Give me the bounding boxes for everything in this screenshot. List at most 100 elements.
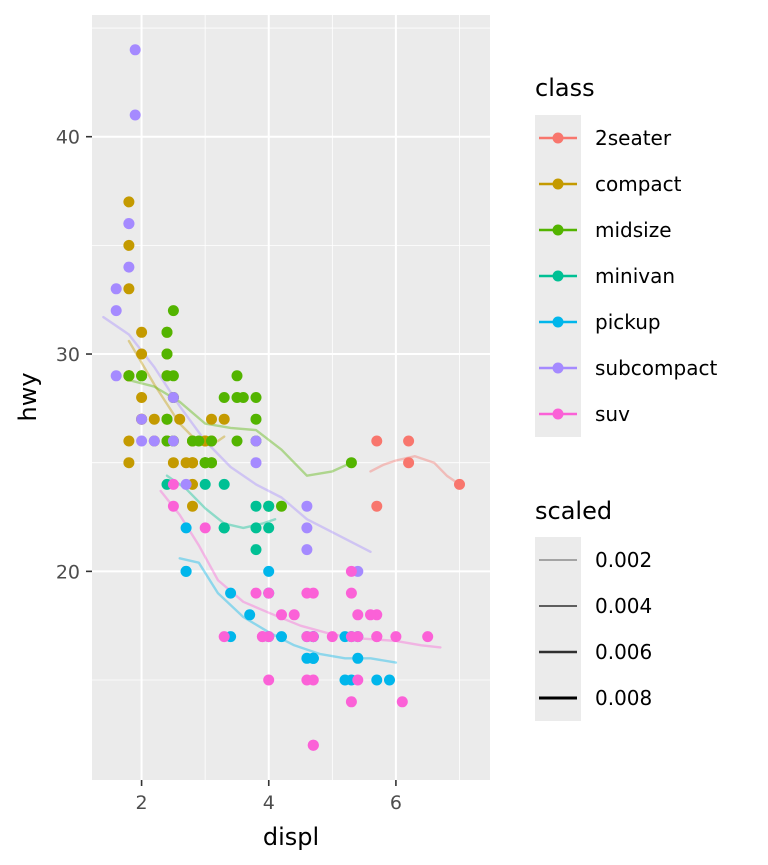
data-points (110, 44, 465, 751)
legend-label-pickup: pickup (595, 310, 661, 334)
point-midsize (193, 435, 205, 447)
point-2seater (371, 500, 383, 512)
legend-linewidth-keys: 0.002 0.004 0.006 0.008 (535, 537, 652, 721)
legend-title-class: class (535, 74, 595, 102)
legend-size-label: 0.004 (595, 594, 652, 618)
point-compact (123, 283, 135, 295)
point-pickup (352, 652, 364, 664)
x-tick-label: 2 (136, 792, 148, 814)
point-compact (218, 413, 230, 425)
point-midsize (136, 370, 148, 382)
point-minivan (199, 478, 211, 490)
point-midsize (161, 326, 173, 338)
point-midsize (161, 413, 173, 425)
x-axis-title: displ (263, 823, 319, 851)
legend-size-label: 0.008 (595, 686, 652, 710)
legend-key-point-suv (552, 408, 564, 420)
point-compact (187, 457, 198, 469)
point-subcompact (148, 435, 160, 447)
y-tick-label: 40 (56, 127, 80, 149)
point-compact (174, 413, 186, 425)
legend-key-point-midsize (552, 224, 564, 236)
y-tick-label: 30 (56, 344, 80, 366)
point-suv (326, 631, 338, 643)
point-compact (136, 348, 148, 360)
legend-label-suv: suv (595, 402, 630, 426)
legend-title-scaled: scaled (535, 497, 612, 525)
point-suv (288, 609, 300, 621)
point-suv (345, 565, 357, 577)
point-subcompact (129, 44, 141, 56)
point-minivan (218, 522, 230, 534)
point-midsize (231, 392, 243, 403)
plot-panel (92, 15, 490, 780)
point-suv (345, 587, 357, 599)
point-compact (136, 326, 148, 338)
legend-label-2seater: 2seater (595, 126, 672, 150)
point-suv (167, 478, 179, 490)
point-suv (263, 674, 275, 686)
point-midsize (250, 392, 262, 403)
point-minivan (218, 478, 230, 490)
point-pickup (371, 674, 383, 686)
legend-label-subcompact: subcompact (595, 356, 717, 380)
point-minivan (250, 522, 262, 534)
point-suv (422, 631, 434, 643)
point-pickup (384, 674, 395, 686)
point-subcompact (110, 370, 122, 382)
point-suv (390, 631, 402, 643)
point-pickup (225, 587, 237, 599)
point-subcompact (123, 261, 135, 273)
y-axis-title: hwy (14, 372, 42, 421)
point-subcompact (167, 392, 179, 403)
point-suv (345, 696, 357, 708)
point-midsize (161, 370, 173, 382)
legend: class 2seater compact midsize minivan pickup… (535, 74, 717, 721)
point-subcompact (136, 413, 148, 425)
point-suv (307, 631, 319, 643)
point-midsize (231, 370, 243, 382)
point-subcompact (301, 544, 313, 556)
point-midsize (167, 305, 179, 317)
point-suv (218, 631, 230, 643)
point-suv (307, 587, 319, 599)
point-compact (123, 196, 135, 208)
point-pickup (180, 565, 192, 577)
point-subcompact (301, 522, 313, 534)
point-suv (307, 739, 319, 751)
legend-size-background (535, 537, 581, 721)
point-subcompact (250, 457, 262, 469)
legend-key-point-2seater (552, 132, 564, 144)
point-compact (206, 413, 217, 425)
point-subcompact (167, 435, 179, 447)
point-midsize (123, 370, 135, 382)
point-suv (199, 522, 211, 534)
point-2seater (454, 478, 465, 490)
legend-key-point-compact (552, 178, 564, 190)
point-suv (345, 631, 357, 643)
point-pickup (180, 522, 192, 534)
legend-label-compact: compact (595, 172, 682, 196)
smooth-line-2seater (369, 455, 461, 486)
point-suv (371, 631, 383, 643)
point-minivan (250, 500, 262, 512)
point-subcompact (110, 283, 122, 295)
x-tick-label: 4 (263, 792, 275, 814)
point-subcompact (123, 218, 135, 230)
x-tick-label: 6 (390, 792, 402, 814)
point-suv (352, 609, 364, 621)
point-midsize (218, 392, 230, 403)
point-subcompact (250, 435, 262, 447)
point-subcompact (129, 109, 141, 121)
point-suv (396, 696, 408, 708)
point-compact (187, 500, 198, 512)
grid-lines (92, 15, 490, 780)
point-pickup (263, 565, 275, 577)
point-compact (167, 457, 179, 469)
point-subcompact (180, 478, 192, 490)
point-midsize (206, 457, 217, 469)
point-subcompact (301, 500, 313, 512)
point-compact (123, 435, 135, 447)
point-suv (250, 587, 262, 599)
point-suv (276, 609, 287, 621)
